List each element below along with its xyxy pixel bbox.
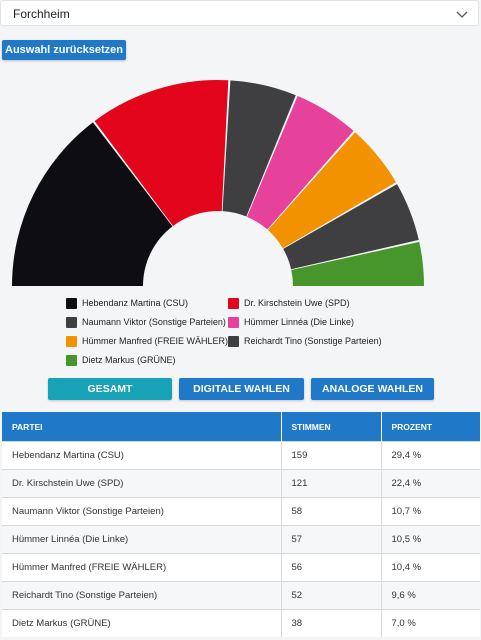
cell-votes: 57 (281, 525, 382, 554)
column-header-stimmen[interactable]: STIMMEN (281, 412, 382, 442)
legend-label: Hümmer Manfred (FREIE WÄHLER) (82, 336, 229, 346)
cell-votes: 56 (281, 553, 382, 582)
tab-analoge-wahlen[interactable]: ANALOGE WAHLEN (311, 378, 434, 400)
cell-percent: 29,4 % (381, 441, 480, 470)
location-select-value: Forchheim (13, 7, 70, 21)
chart-segment[interactable] (246, 96, 354, 230)
cell-percent: 22,4 % (381, 469, 480, 498)
tab-gesamt[interactable]: GESAMT (48, 378, 172, 400)
cell-party: Naumann Viktor (Sonstige Parteien) (2, 497, 282, 526)
table-row: Hümmer Manfred (FREIE WÄHLER) 56 10,4 % (2, 553, 480, 582)
table-row: Reichardt Tino (Sonstige Parteien) 52 9,6 … (2, 581, 480, 610)
legend-item[interactable]: Naumann Viktor (Sonstige Parteien) (66, 315, 226, 329)
table-row: Dr. Kirschstein Uwe (SPD) 121 22,4 % (2, 469, 480, 498)
cell-percent: 9,6 % (381, 581, 480, 610)
chevron-down-icon (456, 11, 468, 18)
chart-segment[interactable] (267, 132, 396, 249)
legend-label: Hebendanz Martina (CSU) (82, 298, 189, 308)
cell-party: Reichardt Tino (Sonstige Parteien) (2, 581, 282, 610)
chart-segment[interactable] (291, 241, 424, 286)
cell-percent: 10,7 % (381, 497, 480, 526)
table-row: Dietz Markus (GRÜNE) 38 7,0 % (2, 609, 480, 637)
chart-segment[interactable] (222, 80, 296, 217)
cell-party: Hümmer Linnéa (Die Linke) (2, 525, 282, 554)
legend-item[interactable]: Hümmer Linnéa (Die Linke) (228, 315, 354, 329)
cell-party: Hümmer Manfred (FREIE WÄHLER) (2, 553, 282, 582)
cell-percent: 7,0 % (381, 609, 480, 637)
cell-party: Hebendanz Martina (CSU) (2, 441, 282, 470)
cell-party: Dietz Markus (GRÜNE) (2, 609, 282, 637)
location-select[interactable]: Forchheim (0, 0, 479, 26)
cell-party: Dr. Kirschstein Uwe (SPD) (2, 469, 282, 498)
legend-label: Reichardt Tino (Sonstige Parteien) (244, 336, 382, 346)
legend-swatch (66, 316, 77, 328)
cell-votes: 121 (281, 469, 382, 498)
legend-label: Naumann Viktor (Sonstige Parteien) (82, 317, 226, 327)
legend-item[interactable]: Reichardt Tino (Sonstige Parteien) (228, 334, 382, 348)
table-row: Hümmer Linnéa (Die Linke) 57 10,5 % (2, 525, 480, 554)
legend-swatch (66, 297, 77, 309)
legend-swatch (228, 316, 239, 328)
chart-segment[interactable] (283, 184, 419, 270)
legend-swatch (66, 335, 77, 347)
cell-votes: 58 (281, 497, 382, 526)
tab-digitale-wahlen[interactable]: DIGITALE WAHLEN (179, 378, 304, 400)
legend-item[interactable]: Hümmer Manfred (FREIE WÄHLER) (66, 334, 228, 348)
legend-label: Hümmer Linnéa (Die Linke) (244, 317, 355, 327)
legend-label: Dietz Markus (GRÜNE) (82, 355, 176, 365)
table-row: Hebendanz Martina (CSU) 159 29,4 % (2, 441, 480, 470)
column-header-prozent[interactable]: PROZENT (381, 412, 480, 442)
legend-label: Dr. Kirschstein Uwe (SPD) (244, 298, 350, 308)
column-header-partei[interactable]: PARTEI (2, 412, 282, 442)
table-row: Naumann Viktor (Sonstige Parteien) 58 10,7… (2, 497, 480, 526)
cell-votes: 38 (281, 609, 382, 637)
legend-swatch (228, 297, 239, 309)
legend-item[interactable]: Dr. Kirschstein Uwe (SPD) (228, 296, 350, 310)
table-header-row: PARTEI STIMMEN PROZENT (2, 412, 480, 442)
cell-percent: 10,4 % (381, 553, 480, 582)
legend-item[interactable]: Hebendanz Martina (CSU) (66, 296, 188, 310)
legend-swatch (66, 354, 77, 366)
cell-votes: 159 (281, 441, 382, 470)
cell-votes: 52 (281, 581, 382, 610)
legend-swatch (228, 335, 239, 347)
chart-segment[interactable] (94, 80, 229, 226)
reset-selection-button[interactable]: Auswahl zurücksetzen (2, 40, 126, 60)
seat-distribution-chart (12, 80, 424, 287)
results-table: PARTEI STIMMEN PROZENT Hebendanz Martina… (2, 412, 480, 637)
cell-percent: 10,5 % (381, 525, 480, 554)
legend-item[interactable]: Dietz Markus (GRÜNE) (66, 353, 176, 367)
chart-segment[interactable] (12, 122, 173, 287)
